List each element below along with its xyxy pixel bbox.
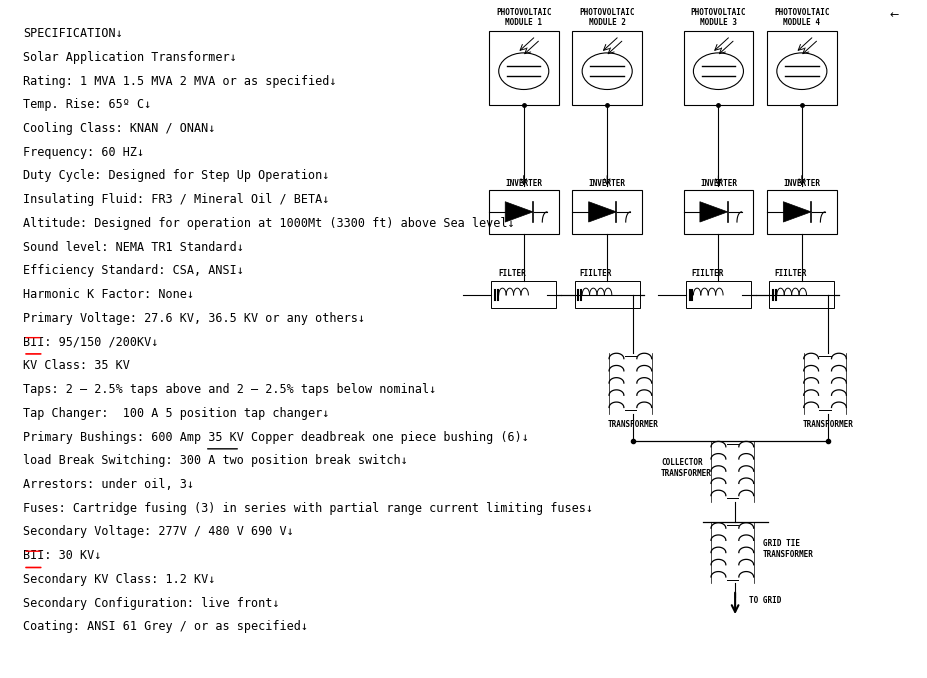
Text: PHOTOVOLTAIC
MODULE 4: PHOTOVOLTAIC MODULE 4: [774, 7, 830, 27]
Text: Harmonic K Factor: None↓: Harmonic K Factor: None↓: [23, 288, 194, 301]
Text: FIILTER: FIILTER: [580, 269, 612, 278]
Bar: [491, 281, 556, 308]
Text: Secondary KV Class: 1.2 KV↓: Secondary KV Class: 1.2 KV↓: [23, 573, 216, 586]
Bar: [575, 281, 640, 308]
Text: FIILTER: FIILTER: [692, 269, 723, 278]
Text: load Break Switching: 300 A two position break switch↓: load Break Switching: 300 A two position…: [23, 454, 408, 467]
Text: Altitude: Designed for operation at 1000Mt (3300 ft) above Sea level↓: Altitude: Designed for operation at 1000…: [23, 217, 514, 230]
Text: PHOTOVOLTAIC
MODULE 2: PHOTOVOLTAIC MODULE 2: [579, 7, 635, 27]
Bar: [686, 281, 751, 308]
Text: INVERTER: INVERTER: [783, 179, 820, 188]
Text: Sound level: NEMA TR1 Standard↓: Sound level: NEMA TR1 Standard↓: [23, 241, 244, 254]
Bar: [489, 190, 558, 234]
Text: BII: 30 KV↓: BII: 30 KV↓: [23, 549, 102, 562]
Text: ←: ←: [890, 10, 899, 20]
Text: KV Class: 35 KV: KV Class: 35 KV: [23, 359, 130, 372]
Bar: [769, 281, 834, 308]
Text: TRANSFORMER: TRANSFORMER: [803, 420, 853, 429]
Text: INVERTER: INVERTER: [505, 179, 542, 188]
Polygon shape: [589, 202, 616, 222]
Bar: [572, 190, 641, 234]
Text: BII: 95/150 /200KV↓: BII: 95/150 /200KV↓: [23, 336, 159, 348]
Text: Primary Bushings: 600 Amp 35 KV Copper deadbreak one piece bushing (6)↓: Primary Bushings: 600 Amp 35 KV Copper d…: [23, 431, 529, 443]
Text: COLLECTOR
TRANSFORMER: COLLECTOR TRANSFORMER: [661, 458, 712, 477]
Text: PHOTOVOLTAIC
MODULE 3: PHOTOVOLTAIC MODULE 3: [691, 7, 746, 27]
Polygon shape: [505, 202, 533, 222]
Text: Duty Cycle: Designed for Step Up Operation↓: Duty Cycle: Designed for Step Up Operati…: [23, 170, 330, 182]
Bar: [767, 190, 836, 234]
Text: Solar Application Transformer↓: Solar Application Transformer↓: [23, 51, 237, 64]
Text: FILTER: FILTER: [499, 269, 527, 278]
Text: INVERTER: INVERTER: [589, 179, 626, 188]
Bar: [489, 31, 558, 105]
Text: Efficiency Standard: CSA, ANSI↓: Efficiency Standard: CSA, ANSI↓: [23, 264, 244, 277]
Text: GRID TIE
TRANSFORMER: GRID TIE TRANSFORMER: [763, 540, 814, 559]
Text: Rating: 1 MVA 1.5 MVA 2 MVA or as specified↓: Rating: 1 MVA 1.5 MVA 2 MVA or as specif…: [23, 75, 337, 87]
Bar: [767, 31, 836, 105]
Text: TO GRID: TO GRID: [749, 595, 781, 605]
Text: Secondary Configuration: live front↓: Secondary Configuration: live front↓: [23, 597, 280, 610]
Text: INVERTER: INVERTER: [700, 179, 737, 188]
Bar: [683, 31, 753, 105]
Text: Coating: ANSI 61 Grey / or as specified↓: Coating: ANSI 61 Grey / or as specified↓: [23, 620, 308, 633]
Text: SPECIFICATION↓: SPECIFICATION↓: [23, 27, 123, 40]
Polygon shape: [700, 202, 728, 222]
Text: PHOTOVOLTAIC
MODULE 1: PHOTOVOLTAIC MODULE 1: [496, 7, 552, 27]
Text: Cooling Class: KNAN / ONAN↓: Cooling Class: KNAN / ONAN↓: [23, 122, 216, 135]
Text: Fuses: Cartridge fusing (3) in series with partial range current limiting fuses↓: Fuses: Cartridge fusing (3) in series wi…: [23, 502, 593, 515]
Text: Secondary Voltage: 277V / 480 V 690 V↓: Secondary Voltage: 277V / 480 V 690 V↓: [23, 525, 294, 538]
Text: Tap Changer:  100 A 5 position tap changer↓: Tap Changer: 100 A 5 position tap change…: [23, 407, 330, 420]
Text: TRANSFORMER: TRANSFORMER: [608, 420, 658, 429]
Bar: [572, 31, 641, 105]
Text: Arrestors: under oil, 3↓: Arrestors: under oil, 3↓: [23, 478, 194, 491]
Text: Primary Voltage: 27.6 KV, 36.5 KV or any others↓: Primary Voltage: 27.6 KV, 36.5 KV or any…: [23, 312, 365, 325]
Text: FIILTER: FIILTER: [775, 269, 806, 278]
Text: Taps: 2 – 2.5% taps above and 2 – 2.5% taps below nominal↓: Taps: 2 – 2.5% taps above and 2 – 2.5% t…: [23, 383, 437, 396]
Text: Temp. Rise: 65º C↓: Temp. Rise: 65º C↓: [23, 98, 151, 111]
Text: Insulating Fluid: FR3 / Mineral Oil / BETA↓: Insulating Fluid: FR3 / Mineral Oil / BE…: [23, 193, 330, 206]
Polygon shape: [783, 202, 811, 222]
Text: Frequency: 60 HZ↓: Frequency: 60 HZ↓: [23, 146, 145, 159]
Bar: [683, 190, 753, 234]
